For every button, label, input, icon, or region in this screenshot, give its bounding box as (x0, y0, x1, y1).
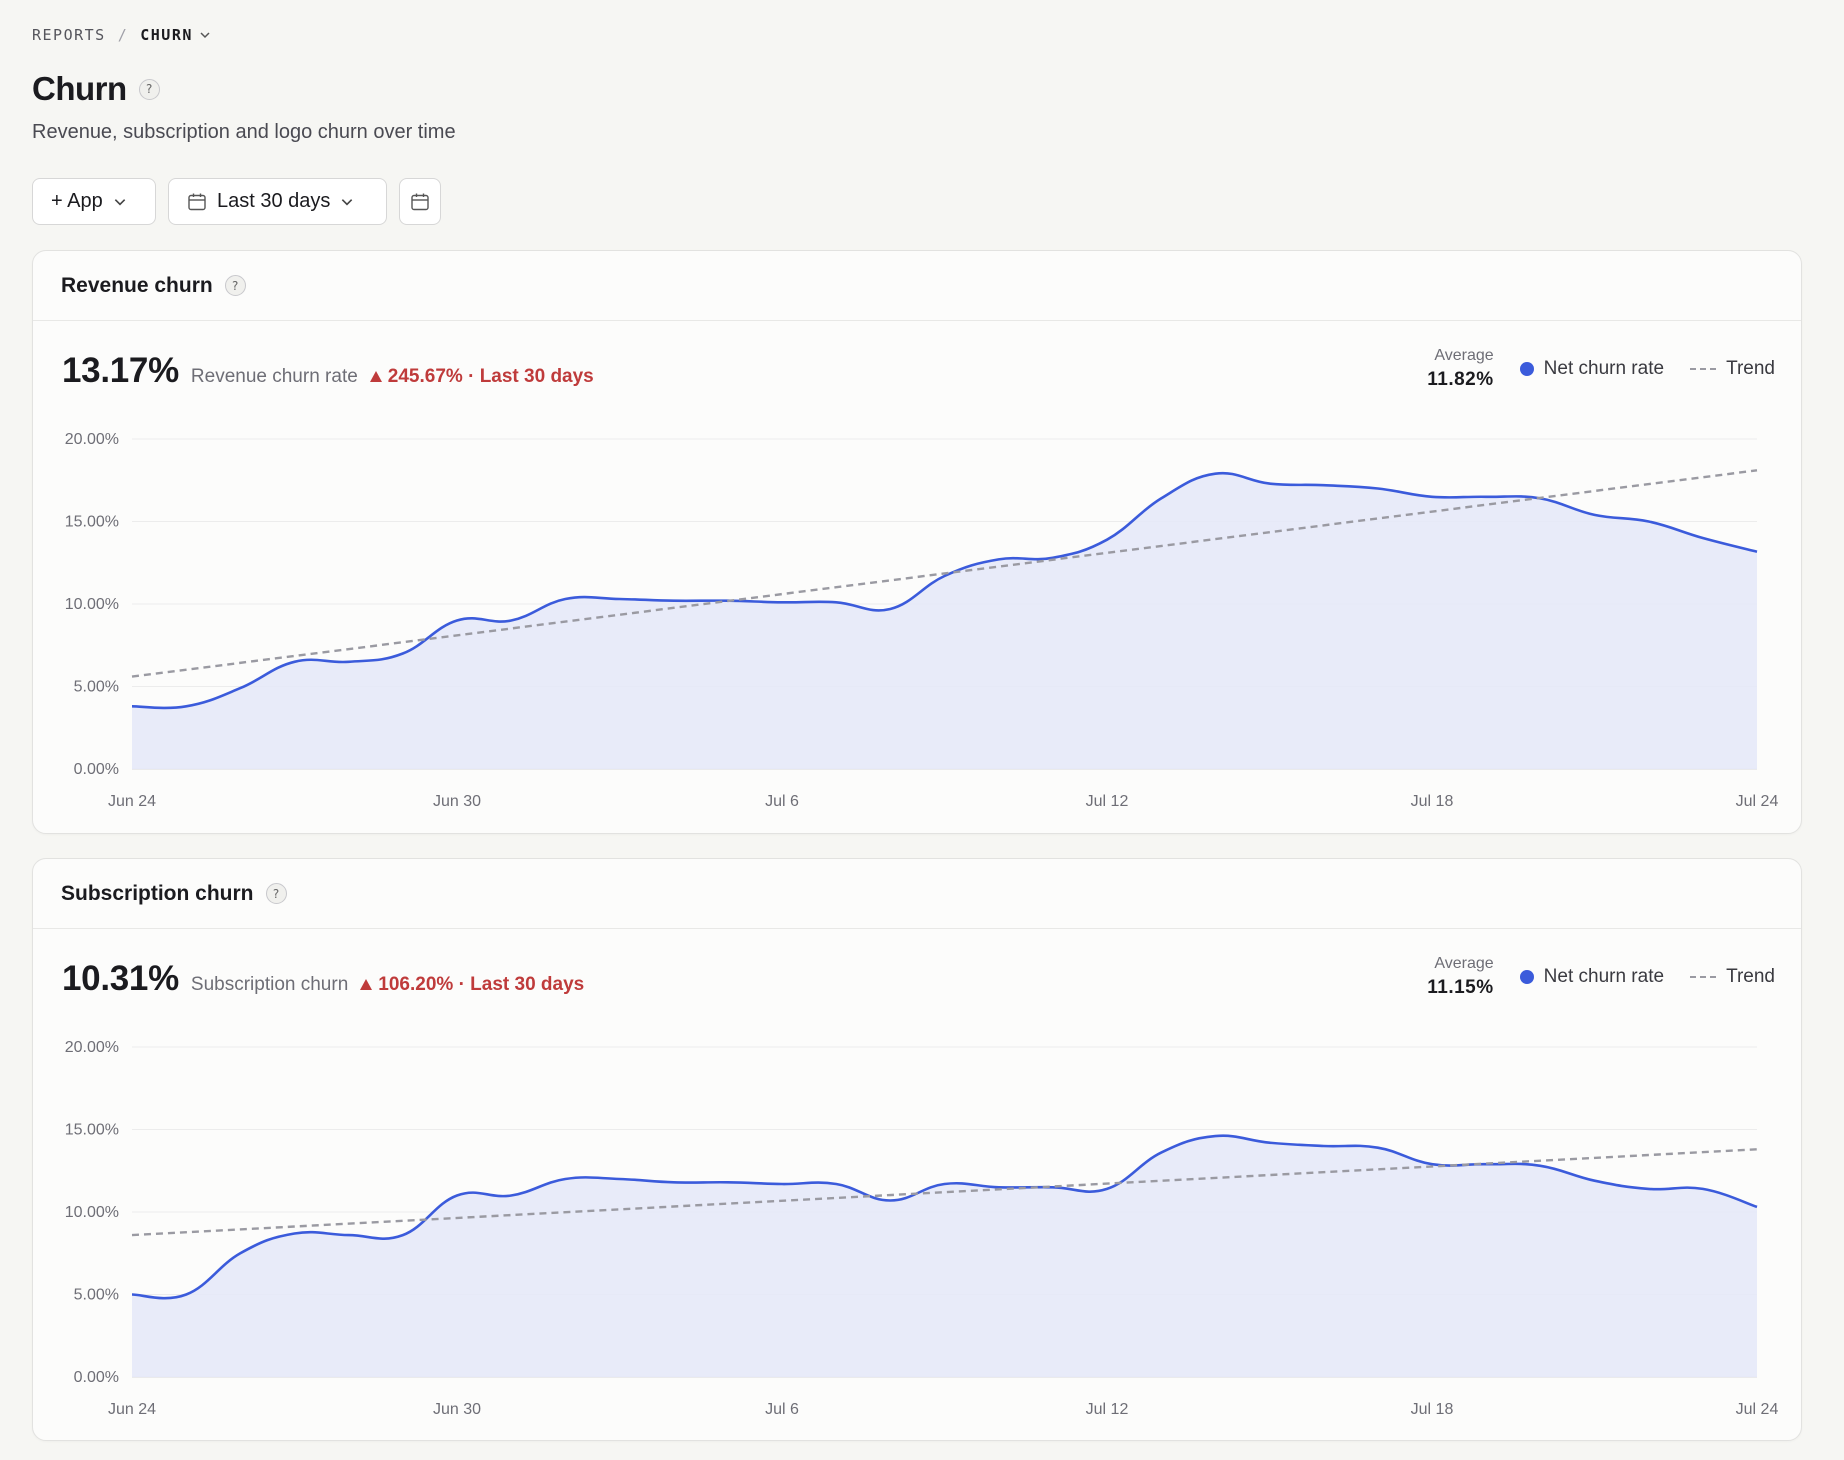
x-tick-label: Jul 6 (765, 793, 799, 810)
y-tick-label: 10.00% (65, 596, 119, 613)
legend-series-label: Net churn rate (1543, 358, 1665, 379)
legend-trend[interactable]: Trend (1690, 358, 1775, 380)
average-caption: Average (1434, 347, 1494, 364)
revenue-churn-chart: 0.00% 5.00% 10.00% 15.00% 20.00% Jun 24 Jun 30… (65, 431, 1779, 810)
card-header: Subscription churn ? (33, 859, 1801, 929)
chart-legend: Average 11.15% Net churn rate Trend (1427, 955, 1775, 999)
x-tick-label: Jul 18 (1411, 1401, 1454, 1418)
legend-series-label: Net churn rate (1543, 966, 1665, 987)
y-tick-label: 15.00% (65, 514, 119, 531)
metric-change-text: 245.67% · Last 30 days (387, 365, 594, 387)
series-line (131, 471, 1758, 710)
metric-change-text: 106.20% · Last 30 days (378, 973, 585, 995)
metric-row: 13.17% Revenue churn rate 245.67% · Last… (33, 321, 1801, 401)
page-title: Churn ? (32, 70, 160, 108)
x-tick-label: Jul 24 (1736, 793, 1779, 810)
series-area (132, 473, 1757, 769)
chart-legend: Average 11.82% Net churn rate Trend (1427, 347, 1775, 391)
series-dot-icon (1519, 362, 1534, 376)
y-tick-label: 10.00% (65, 1204, 119, 1221)
date-range-select[interactable]: Last 30 days (168, 178, 387, 225)
y-tick-label: 0.00% (74, 761, 119, 778)
x-tick-label: Jun 24 (108, 1401, 156, 1418)
trend-line (131, 469, 1758, 678)
breadcrumb: REPORTS / CHURN (32, 26, 211, 44)
subscription-churn-chart: 0.00% 5.00% 10.00% 15.00% 20.00% Jun 24 Jun 30… (65, 1039, 1779, 1418)
subscription-churn-card: Subscription churn ? 10.31% Subscription… (32, 858, 1802, 1441)
metric-value: 10.31% (62, 959, 179, 998)
y-tick-label: 20.00% (65, 1039, 119, 1056)
trend-up-icon (369, 371, 382, 382)
breadcrumb-separator: / (117, 26, 129, 44)
x-tick-label: Jul 12 (1086, 1401, 1129, 1418)
breadcrumb-reports-link[interactable]: REPORTS (32, 26, 106, 44)
x-tick-label: Jun 24 (108, 793, 156, 810)
calendar-icon (188, 193, 206, 210)
y-tick-label: 20.00% (65, 431, 119, 448)
metric-value: 13.17% (62, 351, 179, 390)
metric-change: 245.67% · Last 30 days (369, 365, 594, 388)
help-icon[interactable]: ? (265, 883, 287, 904)
calendar-button[interactable] (399, 178, 441, 225)
card-header: Revenue churn ? (33, 251, 1801, 321)
x-tick-label: Jun 30 (433, 1401, 481, 1418)
legend-trend-label: Trend (1726, 358, 1775, 379)
y-tick-label: 5.00% (74, 679, 119, 696)
x-tick-label: Jul 6 (765, 1401, 799, 1418)
app-filter-button[interactable]: + App (32, 178, 156, 225)
page-subtitle: Revenue, subscription and logo churn ove… (32, 121, 456, 143)
calendar-icon (411, 193, 429, 210)
average-value: 11.15% (1427, 977, 1494, 998)
legend-trend[interactable]: Trend (1690, 966, 1775, 988)
y-tick-label: 15.00% (65, 1122, 119, 1139)
chevron-down-icon (200, 32, 210, 39)
card-title: Subscription churn (61, 881, 254, 905)
card-title: Revenue churn (61, 273, 213, 297)
series-area (132, 1135, 1757, 1377)
metric-summary: 10.31% Subscription churn 106.20% · Last… (62, 959, 584, 999)
revenue-churn-card: Revenue churn ? 13.17% Revenue churn rat… (32, 250, 1802, 834)
page-title-text: Churn (32, 70, 127, 107)
metric-row: 10.31% Subscription churn 106.20% · Last… (33, 929, 1801, 1009)
legend-series[interactable]: Net churn rate (1519, 966, 1665, 988)
average-block: Average 11.82% (1427, 347, 1493, 391)
date-range-label: Last 30 days (217, 190, 331, 212)
app-filter-label: + App (51, 190, 103, 212)
y-tick-label: 0.00% (74, 1369, 119, 1386)
average-value: 11.82% (1427, 369, 1494, 390)
chevron-down-icon (114, 198, 125, 205)
trend-up-icon (360, 979, 373, 990)
metric-label: Subscription churn (190, 974, 349, 995)
metric-change: 106.20% · Last 30 days (360, 974, 584, 996)
trend-dash-icon (1690, 368, 1717, 370)
y-tick-label: 5.00% (74, 1287, 119, 1304)
breadcrumb-current-dropdown[interactable]: CHURN (140, 26, 211, 44)
breadcrumb-current-label: CHURN (140, 26, 193, 44)
x-tick-label: Jun 30 (433, 793, 481, 810)
series-dot-icon (1519, 970, 1534, 984)
help-icon[interactable]: ? (224, 275, 246, 296)
x-tick-label: Jul 24 (1736, 1401, 1779, 1418)
metric-label: Revenue churn rate (190, 366, 358, 387)
metric-summary: 13.17% Revenue churn rate 245.67% · Last… (62, 351, 594, 391)
help-icon[interactable]: ? (138, 78, 160, 100)
average-block: Average 11.15% (1427, 955, 1493, 999)
average-caption: Average (1434, 955, 1494, 972)
legend-trend-label: Trend (1726, 966, 1775, 987)
x-tick-label: Jul 12 (1086, 793, 1129, 810)
legend-series[interactable]: Net churn rate (1519, 358, 1665, 380)
x-tick-label: Jul 18 (1411, 793, 1454, 810)
trend-line (131, 1148, 1758, 1237)
trend-dash-icon (1690, 976, 1717, 978)
chevron-down-icon (342, 198, 353, 205)
toolbar: + App Last 30 days (32, 178, 441, 225)
